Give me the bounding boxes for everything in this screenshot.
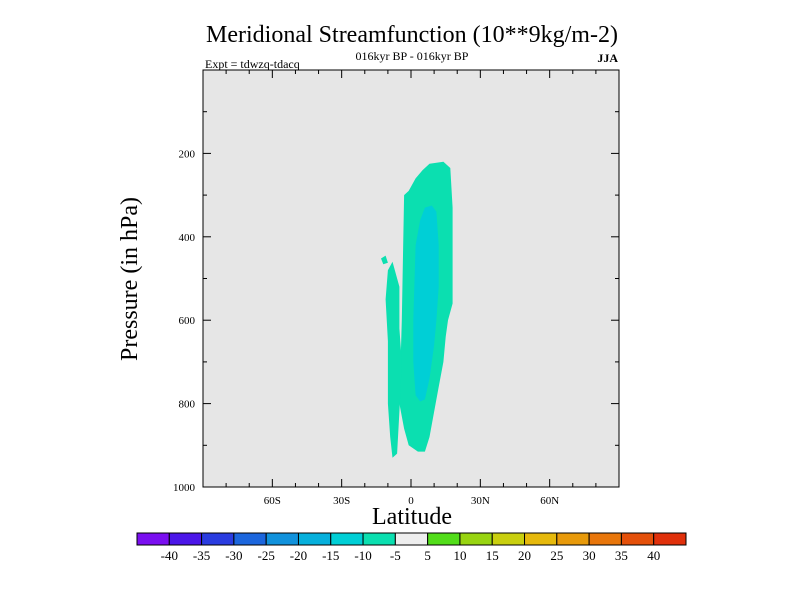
colorbar-label: -35 [193,548,210,563]
colorbar-label: -5 [390,548,401,563]
colorbar-swatch [330,532,364,546]
colorbar-swatch [265,532,299,546]
colorbar-label: -25 [258,548,275,563]
colorbar: -40 -35 -30 -25 -20 -15 -10 -5 5 10 15 20 25 30 35 40 [136,532,687,563]
colorbar-swatch [653,532,687,546]
colorbar-swatch [394,532,429,546]
contour-regions [381,161,453,458]
axis-ticks: 60S 30S 0 30N 60N 200 400 600 800 1000 [173,70,619,507]
x-axis-label: Latitude [372,504,452,530]
colorbar-label: -15 [322,548,339,563]
colorbar-label: -10 [354,548,371,563]
colorbar-swatch [233,532,267,546]
y-axis-label: Pressure (in hPa) [117,197,143,361]
y-tick-label: 400 [179,232,196,244]
colorbar-label: 15 [486,548,499,563]
contour-region [381,255,388,265]
contour-region [413,205,439,402]
colorbar-swatch [588,532,622,546]
y-tick-label: 600 [179,315,196,327]
colorbar-label: -40 [161,548,178,563]
colorbar-label: -30 [225,548,242,563]
colorbar-swatch [491,532,526,546]
colorbar-swatch [297,532,332,546]
colorbar-label: 20 [518,548,531,563]
y-tick-label: 800 [179,399,196,411]
x-tick-label: 30S [333,495,350,507]
colorbar-swatch [168,532,203,546]
colorbar-swatch [362,532,396,546]
colorbar-label: 25 [550,548,563,563]
y-tick-label: 1000 [173,482,196,494]
colorbar-label: 30 [583,548,596,563]
y-tick-label: 200 [179,148,196,160]
colorbar-swatch [201,532,235,546]
season-label: JJA [597,51,618,65]
colorbar-swatch [556,532,590,546]
colorbar-label: 10 [453,548,466,563]
colorbar-swatch [524,532,558,546]
colorbar-label: 35 [615,548,628,563]
colorbar-label: 5 [424,548,431,563]
x-tick-label: 0 [408,495,414,507]
x-tick-label: 60N [540,495,559,507]
contour-region [385,261,402,458]
colorbar-swatch [459,532,493,546]
colorbar-label: -20 [290,548,307,563]
x-tick-label: 60S [264,495,281,507]
colorbar-swatch [136,532,170,546]
chart-subtitle: 016kyr BP - 016kyr BP [356,49,469,63]
colorbar-swatch [427,532,461,546]
chart-title: Meridional Streamfunction (10**9kg/m-2) [206,22,618,48]
x-tick-label: 30N [471,495,490,507]
experiment-label: Expt = tdwzq-tdacq [205,57,300,71]
colorbar-label: 40 [647,548,660,563]
colorbar-swatch [620,532,655,546]
